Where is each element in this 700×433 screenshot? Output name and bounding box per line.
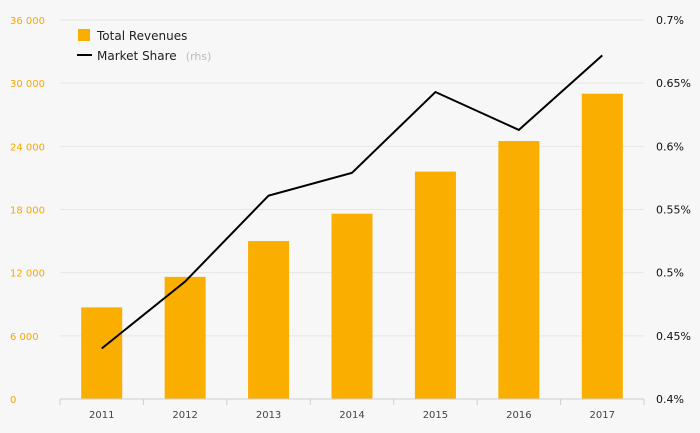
right-axis-tick-label: 0.5% (656, 267, 684, 280)
left-axis-tick-label: 12 000 (10, 269, 45, 280)
legend: Total Revenues Market Share (rhs) (77, 29, 211, 64)
legend-bar-swatch (78, 29, 90, 41)
right-axis-tick-label: 0.4% (656, 393, 684, 406)
right-axis-tick-label: 0.7% (656, 14, 684, 27)
right-axis-tick-label: 0.6% (656, 140, 684, 153)
right-axis-tick-label: 0.45% (656, 330, 691, 343)
revenue-bar (581, 93, 623, 399)
x-axis-tick-label: 2015 (423, 410, 448, 421)
x-axis-tick-label: 2013 (256, 410, 281, 421)
left-axis-tick-label: 24 000 (10, 142, 45, 153)
left-axis-tick-label: 18 000 (10, 206, 45, 217)
x-axis-tick-label: 2016 (506, 410, 531, 421)
revenue-bar (164, 276, 206, 399)
right-axis-tick-labels: 0.4% 0.45% 0.5% 0.55% 0.6% 0.65% 0.7% (656, 14, 691, 406)
left-axis-tick-label: 6 000 (10, 332, 39, 343)
x-axis-tick-label: 2011 (89, 410, 114, 421)
legend-label-total-revenues: Total Revenues (96, 29, 187, 43)
revenue-bar (414, 171, 456, 399)
legend-label-rhs-suffix: (rhs) (186, 50, 212, 63)
x-axis-tick-label: 2012 (172, 410, 197, 421)
left-axis-tick-label: 36 000 (10, 16, 45, 27)
revenue-bar (81, 307, 123, 399)
right-axis-tick-label: 0.55% (656, 204, 691, 217)
x-axis: 2011 2012 2013 2014 2015 2016 2017 (59, 398, 645, 421)
market-share-line (101, 54, 603, 350)
revenue-bar (248, 241, 290, 399)
x-axis-tick-label: 2017 (590, 410, 615, 421)
right-axis-tick-label: 0.65% (656, 77, 691, 90)
left-axis-tick-label: 0 (10, 395, 16, 406)
revenue-bar (498, 141, 540, 399)
line-series (101, 54, 603, 350)
legend-label-market-share: Market Share (97, 49, 177, 63)
bar-series (81, 93, 623, 399)
revenue-bar (331, 213, 373, 399)
left-axis-tick-label: 30 000 (10, 79, 45, 90)
left-axis-tick-labels: 0 6 000 12 000 18 000 24 000 30 000 36 000 (10, 16, 45, 406)
legend-market-share-line: Market Share (rhs) (97, 45, 211, 64)
x-axis-tick-label: 2014 (339, 410, 364, 421)
